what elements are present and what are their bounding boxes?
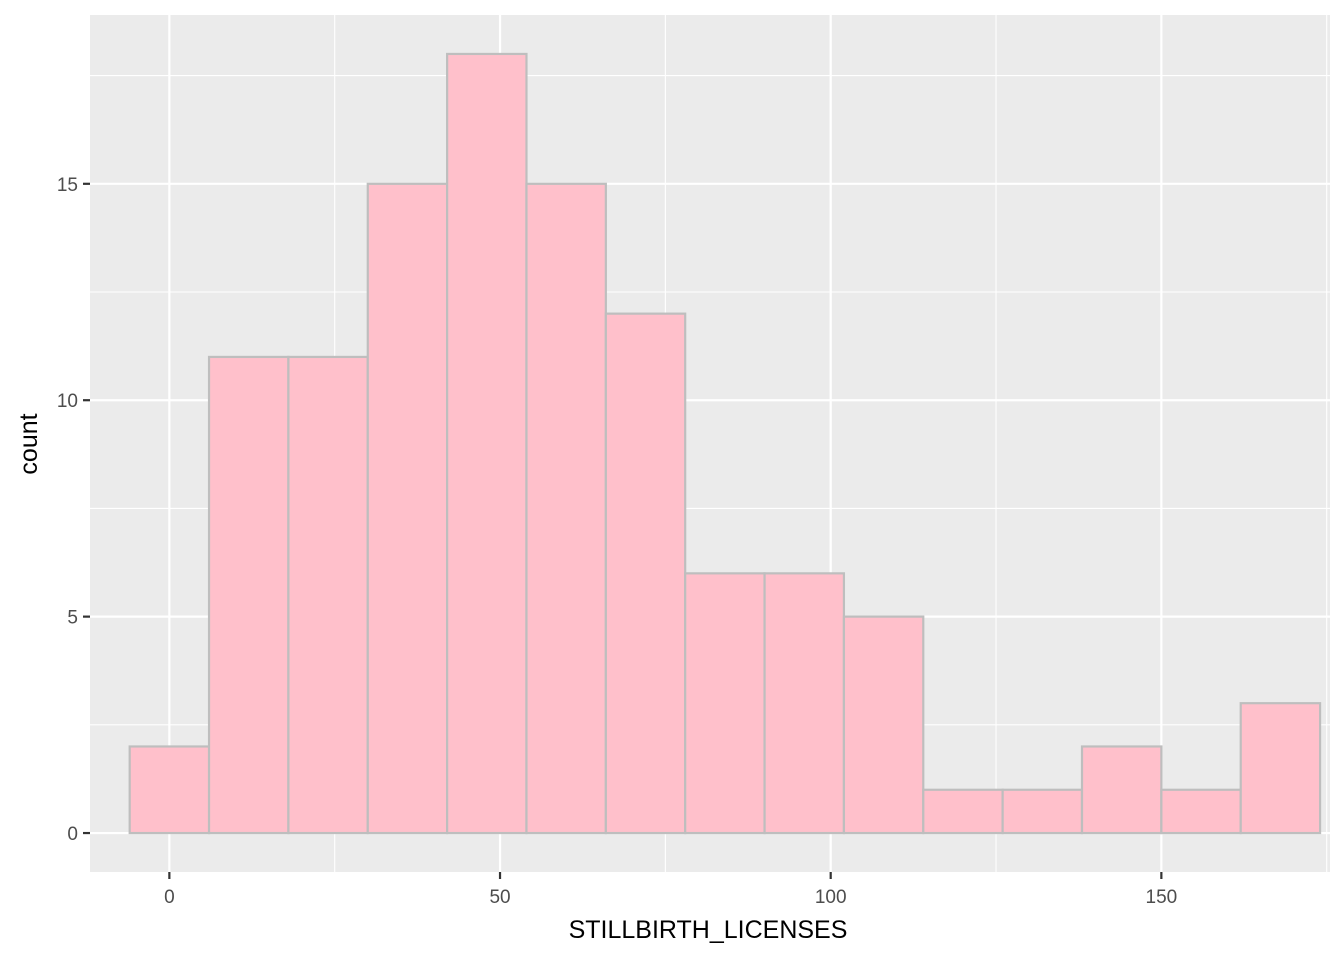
x-tick-label: 0 <box>164 887 175 908</box>
histogram-bar <box>128 745 211 835</box>
y-axis-title: count <box>15 413 43 474</box>
y-tick-label: 5 <box>67 608 78 629</box>
histogram-bar <box>1080 745 1163 835</box>
y-axis: 0 5 10 15 <box>57 175 90 845</box>
x-axis-title: STILLBIRTH_LICENSES <box>569 916 848 944</box>
histogram-bar <box>604 312 687 835</box>
x-tick-label: 150 <box>1146 887 1178 908</box>
histogram-bar <box>1160 788 1242 835</box>
histogram-bar <box>525 182 607 835</box>
x-tick-label: 50 <box>489 887 510 908</box>
y-tick-label: 15 <box>57 175 78 196</box>
x-axis: 0 50 100 150 <box>164 872 1177 908</box>
y-tick-label: 0 <box>67 824 78 845</box>
x-tick-label: 100 <box>815 887 847 908</box>
histogram-bars <box>128 52 1322 835</box>
histogram-bar <box>763 572 846 835</box>
histogram-bar <box>842 615 925 835</box>
histogram-bar <box>207 355 290 835</box>
y-tick-label: 10 <box>57 391 78 412</box>
histogram-bar <box>366 182 449 835</box>
histogram-bar <box>1001 788 1084 835</box>
histogram-bar <box>1239 702 1322 835</box>
histogram-bar <box>446 52 528 835</box>
histogram-bar <box>287 355 369 835</box>
histogram-bar <box>684 572 766 835</box>
histogram-bar <box>922 788 1004 835</box>
